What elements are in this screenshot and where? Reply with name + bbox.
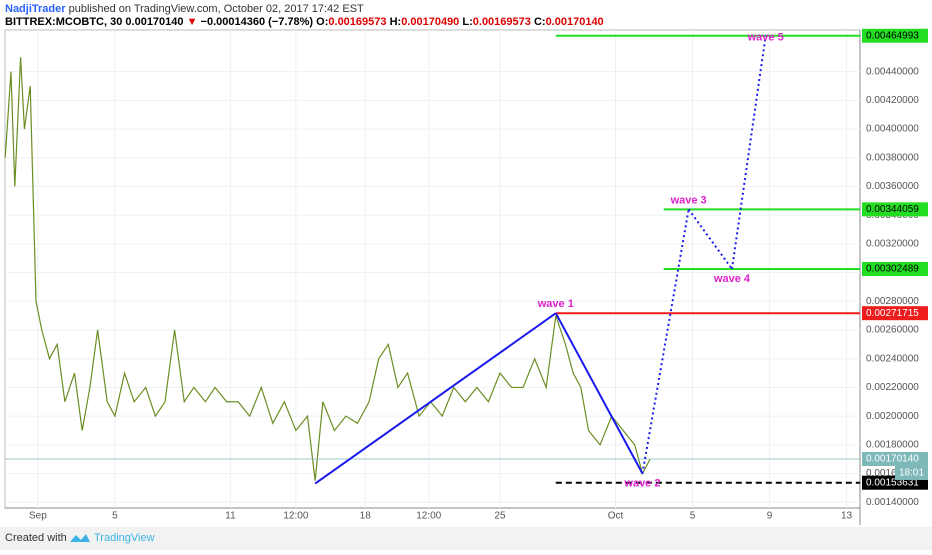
price-tag (862, 262, 928, 277)
y-tick-label: 0.00280000 (866, 296, 919, 307)
y-tick-label: 0.00240000 (866, 353, 919, 364)
price-tag-label: 0.00302489 (866, 264, 919, 275)
x-tick-label: Oct (608, 511, 624, 522)
x-tick-label: 11 (225, 511, 236, 522)
x-tick-label: 25 (494, 511, 506, 522)
published: published on TradingView.com, October 02… (69, 3, 364, 15)
y-tick-label: 0.00200000 (866, 411, 919, 422)
x-tick-label: 5 (690, 511, 696, 522)
footer-brand[interactable]: TradingView (94, 532, 155, 544)
y-tick-label: 0.00140000 (866, 497, 919, 508)
x-tick-label: 12:00 (283, 511, 308, 522)
price-tag-label: 0.00153631 (866, 477, 919, 488)
close: 0.00170140 (546, 16, 604, 28)
y-tick-label: 0.00420000 (866, 95, 919, 106)
wave-label: wave 5 (747, 32, 784, 44)
wave-label: wave 1 (537, 298, 574, 310)
y-tick-label: 0.00400000 (866, 124, 919, 135)
high: 0.00170490 (401, 16, 459, 28)
close-label: C: (534, 16, 546, 28)
x-tick-label: 18 (360, 511, 372, 522)
price-tag (862, 451, 928, 466)
price-tag (862, 202, 928, 217)
last: 0.00170140 (125, 16, 183, 28)
x-tick-label: Sep (29, 511, 47, 522)
x-tick-label: 5 (112, 511, 118, 522)
high-label: H: (390, 16, 402, 28)
countdown-tag (895, 465, 928, 480)
price-tag-label: 0.00271715 (866, 308, 919, 319)
open: 0.00169573 (328, 16, 386, 28)
price-line (4, 57, 651, 481)
low: 0.00169573 (473, 16, 531, 28)
wave-segment (554, 312, 644, 475)
plot-layer: 0.00140000 0.00160000 0.00180000 0.00200000… (4, 30, 919, 522)
x-tick-label: 9 (767, 511, 773, 522)
y-tick-label: 0.00380000 (866, 152, 919, 163)
y-tick-label: 0.00440000 (866, 66, 919, 77)
open-label: O: (316, 16, 328, 28)
y-tick-label: 0.00180000 (866, 439, 919, 450)
wave-label: wave 4 (713, 273, 751, 285)
wave-label: wave 3 (670, 194, 707, 206)
symbol: BITTREX:MCOBTC, 30 (5, 16, 122, 28)
wave-segment (730, 35, 767, 270)
x-tick-label: 12:00 (416, 511, 441, 522)
y-tick-label: 0.00320000 (866, 239, 919, 250)
y-tick-label: 0.00360000 (866, 181, 919, 192)
wave-segment (641, 209, 690, 474)
wave-label: wave 2 (623, 477, 660, 489)
header-line: NadjiTrader published on TradingView.com… (5, 3, 364, 15)
author: NadjiTrader (5, 3, 66, 15)
change: −0.00014360 (−7.78%) (201, 16, 314, 28)
y-tick-label: 0.00160000 (866, 468, 919, 479)
price-tag-label: 0.00344059 (866, 204, 919, 215)
symbol-line: BITTREX:MCOBTC, 30 0.00170140 ▼ −0.00014… (5, 16, 604, 28)
x-tick-label: 13 (841, 511, 853, 522)
wave-segment (687, 208, 733, 270)
price-tag-label: 0.00464993 (866, 30, 919, 41)
y-tick-label: 0.00220000 (866, 382, 919, 393)
arrow: ▼ (187, 16, 198, 28)
y-tick-label: 0.00260000 (866, 325, 919, 336)
price-tag (862, 306, 928, 321)
price-tag-label: 0.00170140 (866, 454, 919, 465)
logo (70, 534, 90, 542)
footer-bar (0, 527, 932, 550)
wave-segment (314, 312, 557, 485)
footer-created: Created with (5, 532, 67, 544)
price-tag (862, 28, 928, 43)
countdown: 18:01 (899, 468, 924, 479)
low-label: L: (462, 16, 472, 28)
